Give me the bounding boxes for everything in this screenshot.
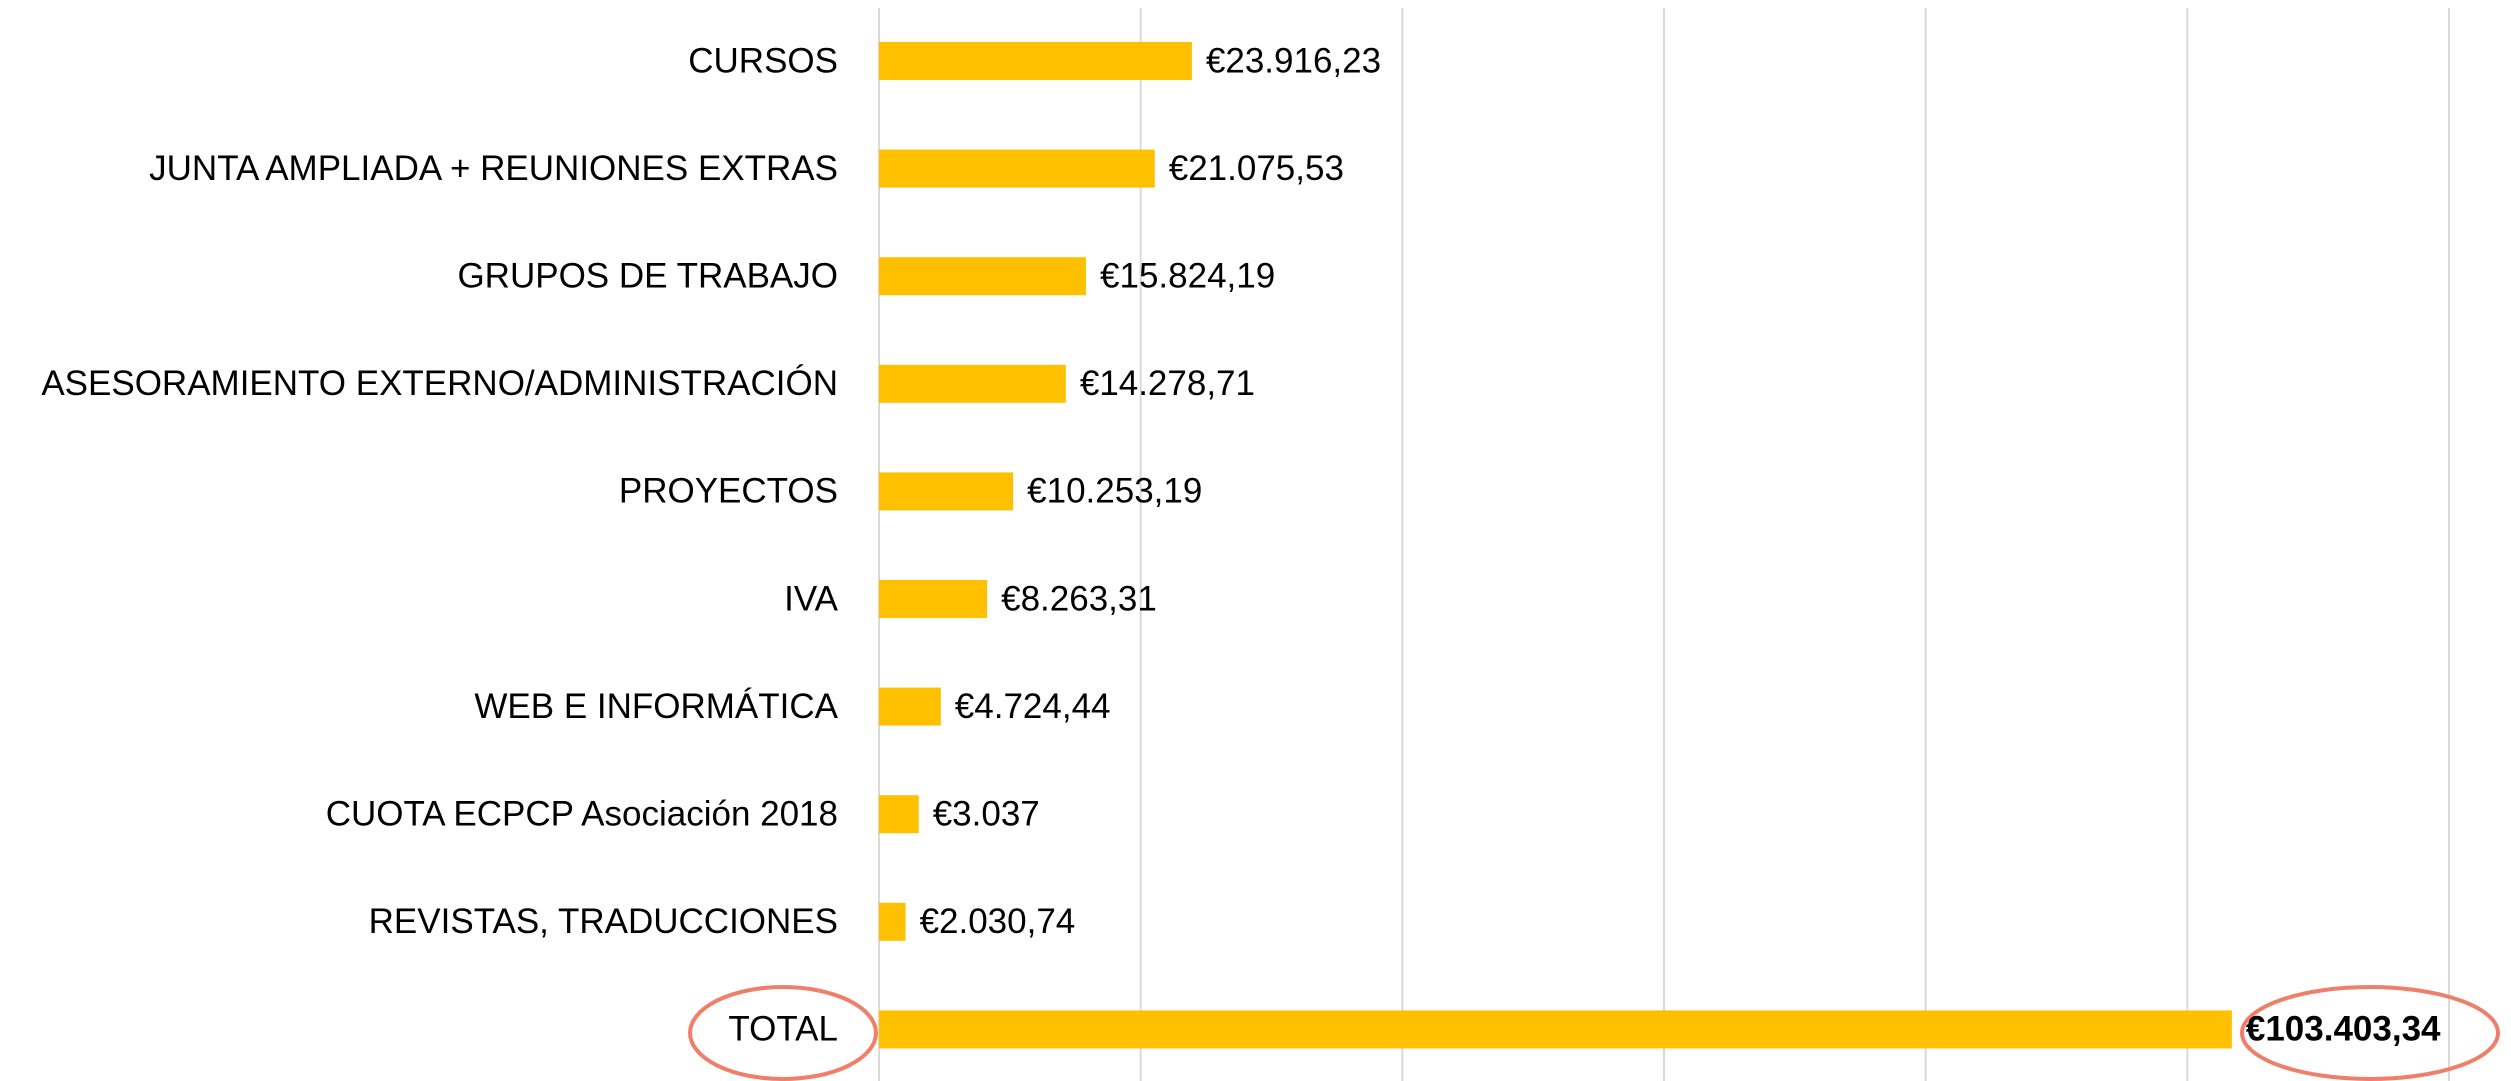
bar bbox=[879, 795, 919, 834]
data-label: €2.030,74 bbox=[920, 902, 1076, 941]
y-tick-label: IVA bbox=[784, 579, 838, 618]
data-label: €14.278,71 bbox=[1080, 364, 1255, 403]
bar bbox=[879, 149, 1155, 188]
y-tick-label: CUOTA ECPCP Asociación 2018 bbox=[326, 794, 838, 833]
y-tick-label: PROYECTOS bbox=[619, 472, 838, 511]
bar bbox=[879, 364, 1066, 403]
y-tick-label: GRUPOS DE TRABAJO bbox=[457, 256, 838, 295]
bar bbox=[879, 580, 988, 618]
data-label: €21.075,53 bbox=[1169, 149, 1344, 188]
y-tick-label: TOTAL bbox=[728, 1010, 838, 1049]
y-tick-label: CURSOS bbox=[688, 41, 838, 80]
highlight-circle bbox=[2240, 985, 2500, 1081]
data-label: €10.253,19 bbox=[1027, 472, 1202, 511]
data-label: €103.403,34 bbox=[2246, 1010, 2441, 1049]
y-tick-label: WEB E INFORMÁTICA bbox=[474, 687, 838, 726]
y-tick-label: REVISTAS, TRADUCCIONES bbox=[369, 902, 838, 941]
bar bbox=[879, 257, 1087, 296]
data-label: €15.824,19 bbox=[1100, 256, 1275, 295]
y-tick-label: ASESORAMIENTO EXTERNO/ADMINISTRACIÓN bbox=[41, 364, 838, 403]
data-label: €23.916,23 bbox=[1206, 41, 1381, 80]
data-label: €3.037 bbox=[933, 794, 1040, 833]
bar bbox=[879, 472, 1014, 511]
highlight-circle bbox=[688, 985, 878, 1081]
data-label: €8.263,31 bbox=[1001, 579, 1157, 618]
y-tick-label: JUNTA AMPLIADA + REUNIONES EXTRAS bbox=[149, 149, 838, 188]
bar bbox=[879, 687, 941, 726]
bar bbox=[879, 1010, 2232, 1049]
data-label: €4.724,44 bbox=[955, 687, 1111, 726]
bar bbox=[879, 42, 1192, 80]
bar bbox=[879, 902, 906, 941]
